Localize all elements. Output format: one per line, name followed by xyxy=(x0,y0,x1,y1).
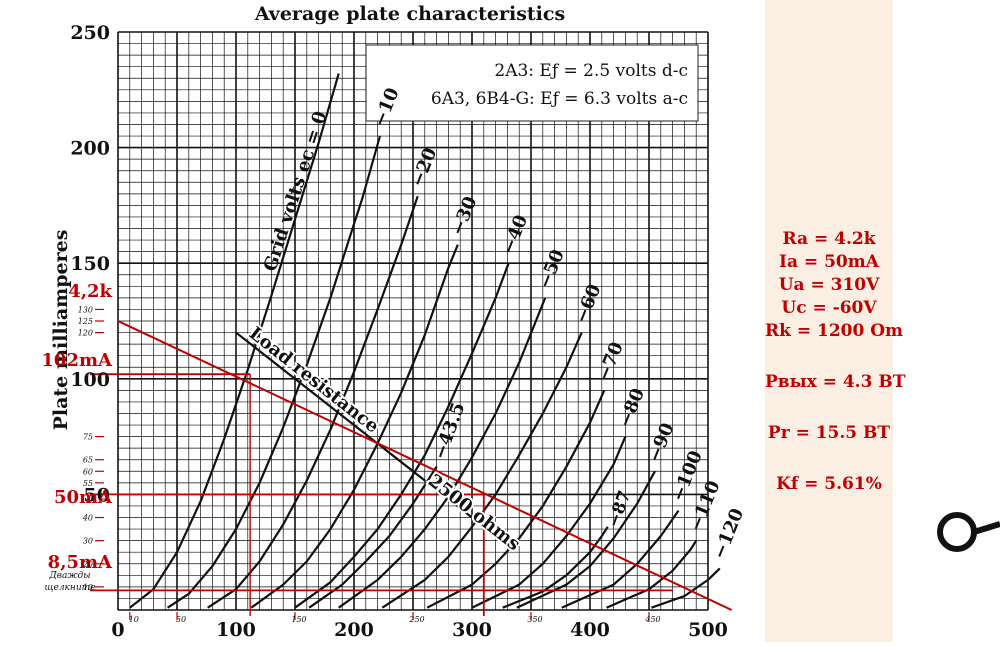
y-tick-label: 150 xyxy=(70,253,110,275)
uc-value: Uc = -60V xyxy=(781,298,877,318)
x-tick-label: 500 xyxy=(688,619,728,641)
ia-value: Ia = 50mA xyxy=(779,252,879,272)
red-annotation: 8,5mA xyxy=(48,552,113,573)
ra-value: Ra = 4.2k xyxy=(782,229,876,249)
red-annotation: 4,2k xyxy=(68,281,112,302)
x-tick-label: 100 xyxy=(216,619,256,641)
x-tick-label: 200 xyxy=(334,619,374,641)
fine-y-tick: 55 xyxy=(83,479,93,488)
fine-y-tick: 20 xyxy=(82,560,93,569)
grid-curve xyxy=(471,436,627,609)
grid-curve xyxy=(381,332,583,609)
grid-curve xyxy=(426,389,606,609)
grid-curve xyxy=(294,262,510,609)
grid-curve xyxy=(606,540,698,609)
grid-curve xyxy=(207,195,419,609)
y-tick-label: 200 xyxy=(70,138,110,160)
curve-label: −50 xyxy=(534,247,569,292)
grid-curve xyxy=(250,244,459,609)
y-tick-label: 50 xyxy=(84,484,110,506)
pout-value: Pвых = 4.3 ВТ xyxy=(765,372,906,392)
y-axis-label: Plate milliamperes xyxy=(50,230,72,431)
curve-label: −120 xyxy=(709,506,748,563)
fine-x-tick: 10 xyxy=(129,615,139,624)
hint-text-line-2: щелкните xyxy=(44,583,95,593)
grid-curve xyxy=(338,297,547,609)
fine-x-tick: 150 xyxy=(291,615,306,624)
y-tick-label: 250 xyxy=(70,22,110,44)
load-resistance-label: Load resistance xyxy=(245,323,383,437)
grid-curve xyxy=(651,567,721,609)
fine-y-tick: 30 xyxy=(83,537,93,546)
legend-line-2: 6A3, 6B4-G: Eƒ = 6.3 volts a-c xyxy=(431,89,688,109)
x-tick-label: 300 xyxy=(452,619,492,641)
fine-x-tick: 350 xyxy=(527,615,542,624)
fine-x-tick: 250 xyxy=(408,615,424,624)
curve-label: −30 xyxy=(447,193,482,238)
legend-line-1: 2A3: Eƒ = 2.5 volts d-c xyxy=(494,61,688,81)
kf-value: Kf = 5.61% xyxy=(776,474,882,494)
grid-curve xyxy=(166,135,382,609)
fine-x-tick: 450 xyxy=(644,615,660,624)
grid-curve xyxy=(308,466,438,609)
operating-params: Ra = 4.2k Ia = 50mA Ua = 310V Uc = -60V … xyxy=(765,228,906,496)
red-annotation: 50mA xyxy=(54,487,113,508)
pr-value: Pr = 15.5 ВТ xyxy=(767,423,891,443)
fine-y-tick: 60 xyxy=(83,467,93,476)
grid-curve xyxy=(129,73,340,609)
curve-label: −60 xyxy=(571,281,606,326)
red-annotation: 102mA xyxy=(41,350,113,371)
fine-y-tick: 10 xyxy=(83,583,93,592)
legend-box xyxy=(365,44,699,122)
fine-y-tick: 125 xyxy=(78,317,93,326)
fine-x-tick: 50 xyxy=(176,615,186,624)
x-tick-label: 400 xyxy=(570,619,610,641)
grid-curve xyxy=(516,470,656,609)
fine-y-tick: 120 xyxy=(78,329,93,338)
hint-text-line-1: Дважды xyxy=(48,571,90,581)
plate-characteristics-chart: Average plate characteristics Plate mill… xyxy=(41,3,748,641)
y-tick-label: 100 xyxy=(70,369,110,391)
grid-curve xyxy=(561,509,680,609)
chart-panel: Average plate characteristics Plate mill… xyxy=(41,3,749,641)
x-tick-label: 0 xyxy=(111,619,124,641)
rk-value: Rk = 1200 Om xyxy=(765,321,904,341)
curve-label: −80 xyxy=(615,385,650,430)
curve-label: −20 xyxy=(407,145,442,190)
curve-label: −40 xyxy=(498,212,533,257)
fine-y-tick: 65 xyxy=(83,456,93,465)
fine-y-tick: 40 xyxy=(82,514,93,523)
ua-value: Ua = 310V xyxy=(778,275,880,295)
chart-title: Average plate characteristics xyxy=(254,3,565,25)
grid-curve xyxy=(502,526,609,609)
port-symbol-icon xyxy=(937,512,1000,552)
fine-y-tick: 75 xyxy=(83,433,93,442)
fine-y-tick: 130 xyxy=(78,305,93,314)
red-load-line xyxy=(117,320,733,611)
info-panel: Ra = 4.2k Ia = 50mA Ua = 310V Uc = -60V … xyxy=(765,0,906,642)
curve-label: −70 xyxy=(593,339,628,384)
load-line xyxy=(235,331,473,519)
